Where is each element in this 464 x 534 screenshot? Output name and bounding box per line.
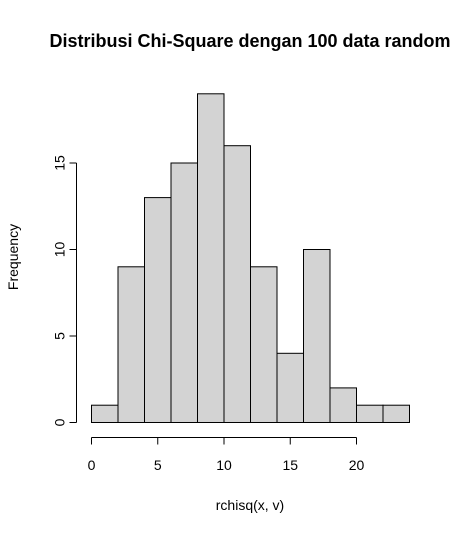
histogram-bar bbox=[382, 404, 410, 424]
histogram-bar bbox=[329, 387, 357, 423]
histogram-bar bbox=[197, 93, 225, 424]
x-tick-label: 0 bbox=[88, 457, 96, 473]
x-tick-label: 10 bbox=[216, 457, 232, 473]
histogram-bar bbox=[356, 404, 384, 424]
chart-title: Distribusi Chi-Square dengan 100 data ra… bbox=[49, 31, 450, 51]
bars-group bbox=[91, 93, 410, 424]
histogram-bar bbox=[117, 266, 145, 423]
histogram-bar bbox=[303, 249, 331, 423]
y-tick-label: 0 bbox=[52, 418, 68, 426]
histogram-bar bbox=[170, 162, 198, 423]
y-axis-label: Frequency bbox=[5, 224, 21, 290]
histogram-bar bbox=[91, 404, 119, 424]
x-tick-label: 5 bbox=[154, 457, 162, 473]
y-tick-label: 5 bbox=[52, 332, 68, 340]
y-tick-label: 10 bbox=[52, 242, 68, 258]
x-tick-label: 15 bbox=[282, 457, 298, 473]
histogram-bar bbox=[144, 197, 172, 423]
x-axis: 0 5 10 15 20 bbox=[88, 437, 365, 473]
x-axis-label: rchisq(x, v) bbox=[216, 497, 284, 513]
y-tick-label: 15 bbox=[52, 155, 68, 171]
y-axis: 0 5 10 15 bbox=[52, 155, 77, 426]
x-tick-label: 20 bbox=[349, 457, 365, 473]
histogram-bar bbox=[223, 145, 251, 423]
histogram-bar bbox=[276, 352, 304, 423]
histogram-bar bbox=[250, 266, 278, 423]
